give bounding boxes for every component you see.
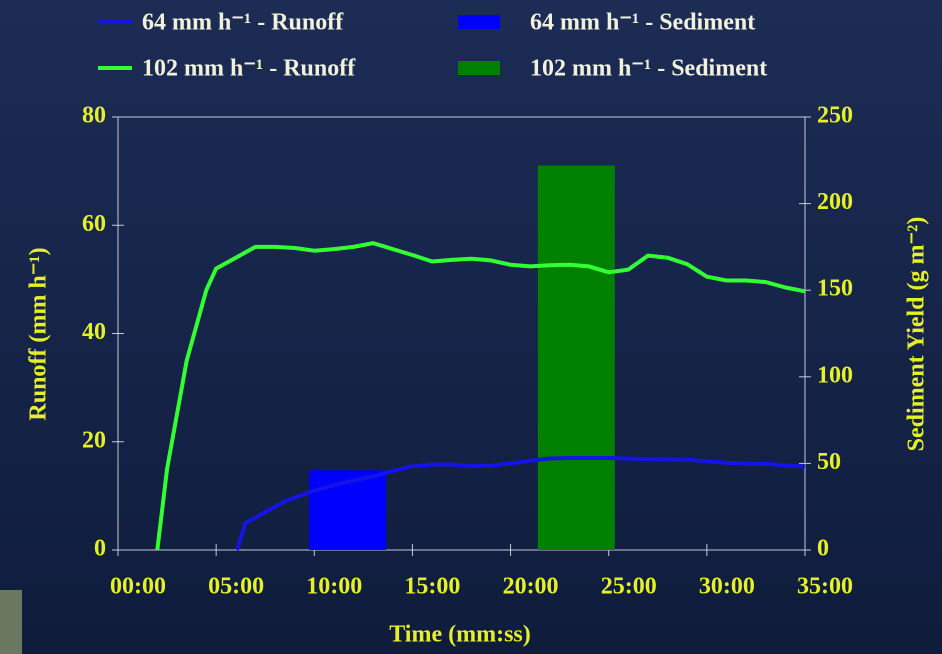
y2-tick-label: 50: [817, 449, 841, 475]
y2-tick-label: 200: [817, 189, 853, 215]
y2-tick-label: 150: [817, 276, 853, 302]
legend-swatch: [458, 61, 500, 75]
legend-swatch: [458, 15, 500, 29]
x-tick-label: 15:00: [404, 574, 460, 600]
y-tick-label: 80: [82, 103, 106, 129]
y-tick-label: 40: [82, 319, 106, 345]
legend-label: 102 mm h⁻¹ - Sediment: [530, 56, 767, 82]
legend-label: 102 mm h⁻¹ - Runoff: [142, 56, 356, 82]
x-tick-label: 05:00: [208, 574, 264, 600]
y2-axis-title: Sediment Yield (g m⁻²): [904, 217, 930, 452]
y-tick-label: 0: [94, 536, 106, 562]
page: Time (mm:ss) Runoff (mm h⁻¹) Sediment Yi…: [0, 0, 942, 654]
x-tick-label: 25:00: [601, 574, 657, 600]
corner-photo: [0, 590, 22, 654]
plot-frame: [118, 117, 805, 550]
line: [157, 243, 805, 550]
y2-tick-label: 0: [817, 536, 829, 562]
y-tick-label: 60: [82, 211, 106, 237]
y-tick-label: 20: [82, 427, 106, 453]
x-axis-title: Time (mm:ss): [389, 622, 531, 648]
x-tick-label: 20:00: [503, 574, 559, 600]
legend-label: 64 mm h⁻¹ - Runoff: [142, 10, 344, 36]
chart: Time (mm:ss) Runoff (mm h⁻¹) Sediment Yi…: [0, 0, 942, 654]
legend-label: 64 mm h⁻¹ - Sediment: [530, 10, 755, 36]
x-tick-label: 00:00: [110, 574, 166, 600]
y2-tick-label: 100: [817, 362, 853, 388]
y2-tick-label: 250: [817, 103, 853, 129]
x-tick-label: 35:00: [797, 574, 853, 600]
bar: [538, 165, 615, 550]
x-tick-label: 10:00: [306, 574, 362, 600]
y-axis-title: Runoff (mm h⁻¹): [26, 247, 52, 420]
x-tick-label: 30:00: [699, 574, 755, 600]
